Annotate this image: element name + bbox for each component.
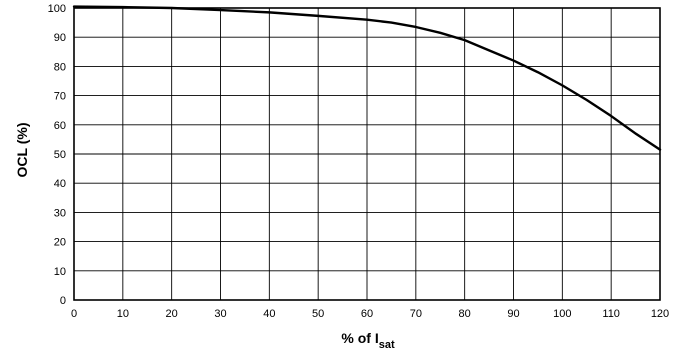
x-tick-label: 60 [361,308,373,320]
y-tick-labels: 0 10 20 30 40 50 60 70 80 90 100 [48,3,66,307]
x-tick-label: 40 [263,308,275,320]
y-tick-label: 70 [54,91,66,103]
x-tick-label: 10 [117,308,129,320]
y-tick-label: 100 [48,3,66,15]
plot-frame [73,7,661,301]
x-tick-label: 50 [312,308,324,320]
x-tick-label: 80 [459,308,471,320]
x-axis-title-main: % of I [341,330,378,346]
series-layer [72,5,662,151]
y-tick-label: 20 [54,237,66,249]
x-tick-label: 90 [507,308,519,320]
series-line-0 [72,5,662,151]
y-axis-title: OCL (%) [14,123,30,178]
y-tick-label: 10 [54,266,66,278]
x-tick-label: 100 [553,308,571,320]
x-tick-label: 30 [214,308,226,320]
x-tick-label: 120 [651,308,669,320]
x-tick-label: 110 [602,308,620,320]
x-tick-label: 0 [71,308,77,320]
x-tick-label: 70 [410,308,422,320]
x-tick-label: 20 [166,308,178,320]
y-tick-label: 80 [54,61,66,73]
x-axis-title-subscript: sat [379,339,395,351]
y-tick-label: 90 [54,32,66,44]
x-tick-labels: 0 10 20 30 40 50 60 70 80 90 100 110 120 [71,308,669,320]
y-tick-label: 30 [54,207,66,219]
gridlines [74,8,660,300]
y-tick-label: 60 [54,120,66,132]
y-tick-label: 50 [54,149,66,161]
y-tick-label: 0 [60,295,66,307]
y-tick-label: 40 [54,178,66,190]
x-axis-title: % of Isat [341,330,395,351]
